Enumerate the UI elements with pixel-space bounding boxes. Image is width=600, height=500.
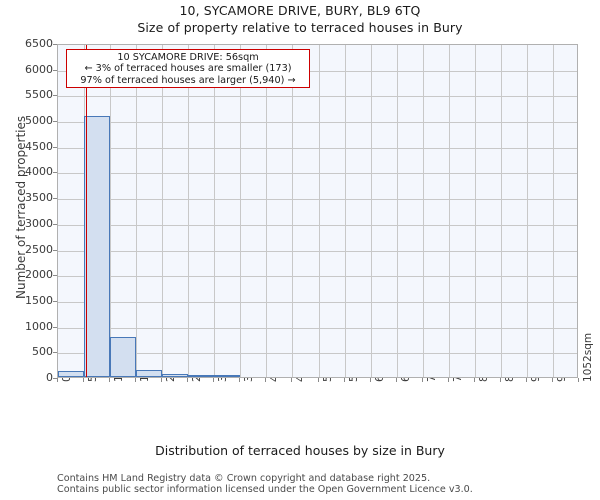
- x-tick-mark: [395, 378, 397, 382]
- x-gridline: [422, 45, 424, 377]
- x-tick-mark: [135, 378, 137, 382]
- x-tick-mark: [421, 378, 423, 382]
- x-gridline: [500, 45, 502, 377]
- y-tick-label: 6000: [25, 62, 53, 76]
- y-tick-mark: [53, 300, 57, 302]
- property-marker-line: [85, 45, 88, 377]
- y-gridline: [58, 70, 577, 72]
- x-tick-mark: [578, 378, 579, 382]
- y-gridline: [58, 250, 577, 252]
- y-gridline: [58, 199, 577, 201]
- x-tick-mark: [525, 378, 527, 382]
- y-gridline: [58, 173, 577, 175]
- histogram-bar: [188, 375, 215, 377]
- x-tick-mark: [57, 378, 58, 382]
- y-tick-mark: [53, 69, 57, 71]
- footer-licence-line-2: Contains public sector information licen…: [57, 484, 473, 495]
- footer-copyright-line-1: Contains HM Land Registry data © Crown c…: [57, 473, 431, 484]
- histogram-bar: [136, 370, 163, 377]
- x-tick-mark: [239, 378, 241, 382]
- y-tick-label: 4000: [25, 165, 53, 179]
- y-gridline: [58, 96, 577, 98]
- x-gridline: [526, 45, 528, 377]
- y-gridline: [58, 276, 577, 278]
- x-tick-mark: [447, 378, 449, 382]
- x-gridline: [292, 45, 294, 377]
- y-tick-label: 1000: [25, 319, 53, 333]
- annotation-line-2: ← 3% of terraced houses are smaller (173…: [84, 63, 292, 75]
- x-gridline: [240, 45, 242, 377]
- x-gridline: [318, 45, 320, 377]
- y-tick-mark: [53, 44, 57, 45]
- x-tick-mark: [187, 378, 189, 382]
- plot-area: [57, 44, 578, 378]
- y-tick-label: 4500: [25, 139, 53, 153]
- y-tick-label: 5500: [25, 88, 53, 102]
- histogram-bar: [84, 115, 111, 377]
- x-tick-mark: [499, 378, 501, 382]
- annotation-line-3: 97% of terraced houses are larger (5,940…: [80, 74, 296, 86]
- x-tick-mark: [291, 378, 293, 382]
- y-tick-mark: [53, 275, 57, 277]
- x-tick-mark: [265, 378, 267, 382]
- y-tick-mark: [53, 249, 57, 251]
- x-gridline: [136, 45, 138, 377]
- x-gridline: [344, 45, 346, 377]
- x-gridline: [448, 45, 450, 377]
- x-gridline: [188, 45, 190, 377]
- y-gridline: [58, 353, 577, 355]
- x-tick-mark: [369, 378, 371, 382]
- x-tick-mark: [109, 378, 111, 382]
- x-tick-mark: [317, 378, 319, 382]
- y-tick-label: 3000: [25, 216, 53, 230]
- y-gridline: [58, 301, 577, 303]
- y-tick-label: 2500: [25, 242, 53, 256]
- x-tick-mark: [161, 378, 163, 382]
- chart-title: 10, SYCAMORE DRIVE, BURY, BL9 6TQ: [179, 3, 421, 18]
- x-gridline: [110, 45, 112, 377]
- x-gridline: [474, 45, 476, 377]
- x-gridline: [214, 45, 216, 377]
- x-tick-mark: [343, 378, 345, 382]
- y-tick-mark: [53, 378, 57, 379]
- y-gridline: [58, 327, 577, 329]
- x-gridline: [396, 45, 398, 377]
- y-tick-label: 1500: [25, 293, 53, 307]
- y-gridline: [58, 147, 577, 149]
- annotation-line-1: 10 SYCAMORE DRIVE: 56sqm: [117, 52, 259, 63]
- x-gridline: [162, 45, 164, 377]
- x-axis-title: Distribution of terraced houses by size …: [155, 443, 445, 458]
- x-tick-mark: [83, 378, 85, 382]
- chart-subtitle: Size of property relative to terraced ho…: [137, 20, 463, 35]
- x-tick-mark: [473, 378, 475, 382]
- y-tick-mark: [53, 326, 57, 328]
- y-gridline: [58, 122, 577, 124]
- y-tick-mark: [53, 146, 57, 148]
- y-tick-mark: [53, 121, 57, 123]
- y-tick-label: 6500: [25, 37, 53, 50]
- y-tick-label: 2000: [25, 268, 53, 282]
- histogram-bar: [58, 370, 85, 377]
- x-tick-label: 1052sqm: [582, 332, 594, 382]
- x-tick-mark: [551, 378, 553, 382]
- y-tick-mark: [53, 223, 57, 225]
- y-tick-label: 3500: [25, 191, 53, 205]
- y-tick-mark: [53, 172, 57, 174]
- y-tick-label: 5000: [25, 114, 53, 128]
- histogram-bar: [110, 336, 137, 377]
- x-gridline: [266, 45, 268, 377]
- x-gridline: [370, 45, 372, 377]
- x-gridline: [552, 45, 554, 377]
- histogram-bar: [214, 375, 241, 377]
- y-tick-label: 0: [46, 371, 53, 384]
- x-tick-mark: [213, 378, 215, 382]
- histogram-bar: [162, 374, 189, 377]
- y-tick-mark: [53, 198, 57, 200]
- y-gridline: [58, 224, 577, 226]
- property-annotation-box: 10 SYCAMORE DRIVE: 56sqm ← 3% of terrace…: [66, 49, 310, 88]
- y-tick-label: 500: [32, 345, 53, 359]
- y-tick-mark: [53, 95, 57, 97]
- y-tick-mark: [53, 352, 57, 354]
